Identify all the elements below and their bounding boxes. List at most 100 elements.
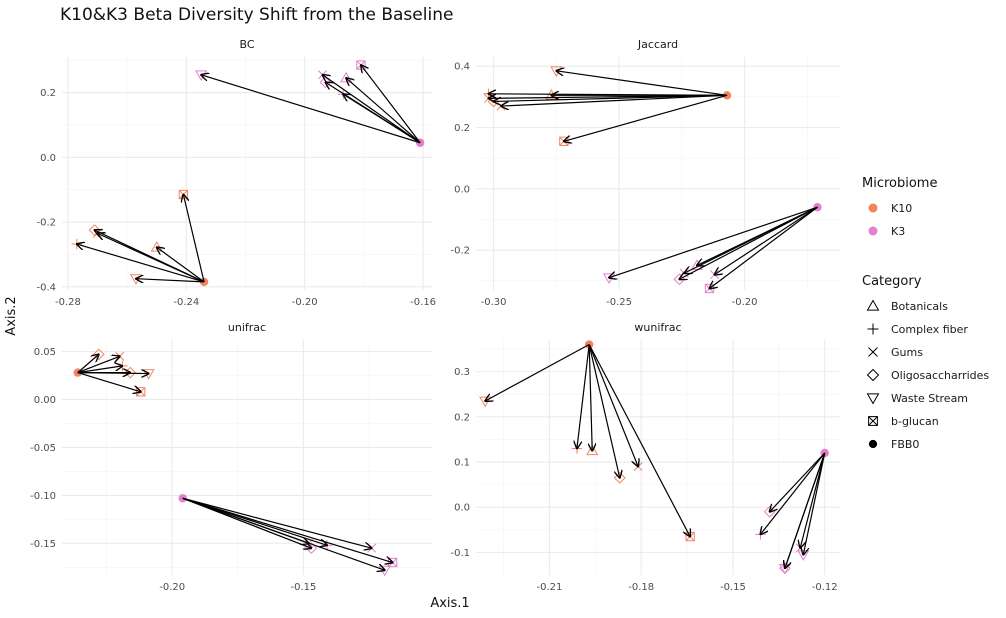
panel-strip-label: BC: [239, 38, 254, 51]
point-oligosaccharrides: [673, 273, 686, 286]
series-k3: [178, 494, 398, 577]
legend-shape: [868, 416, 878, 426]
series-k10: [73, 348, 155, 397]
legend-swatch: [868, 226, 878, 236]
y-tick-label: -0.4: [36, 282, 56, 293]
x-tick-label: -0.25: [606, 297, 632, 308]
shift-arrow: [709, 206, 818, 288]
shift-arrow: [136, 279, 205, 282]
series-k3: [602, 203, 822, 294]
shift-arrow: [77, 244, 205, 283]
panel-strip-label: wunifrac: [634, 321, 681, 334]
shift-arrow: [564, 94, 728, 141]
legend-title-category: Category: [862, 274, 922, 289]
shift-arrow: [346, 78, 421, 144]
y-tick-label: -0.1: [450, 548, 470, 559]
shift-arrow: [588, 344, 638, 467]
x-tick-label: -0.15: [720, 582, 746, 593]
x-tick-label: -0.20: [159, 582, 185, 593]
shift-arrow: [182, 497, 393, 562]
x-tick-label: -0.24: [173, 297, 199, 308]
panel-unifrac: unifrac -0.20 -0.15 -0.15 -0.10 -0.05 0.00 0.05: [30, 321, 432, 593]
shift-arrow: [589, 344, 592, 451]
legend-item-fbb0: FBB0: [868, 438, 919, 451]
x-axis-title: Axis.1: [430, 596, 469, 611]
y-tick-label: -0.2: [450, 246, 470, 257]
legend-label: Oligosaccharrides: [891, 369, 989, 382]
point-waste-stream: [142, 369, 155, 380]
shift-arrow: [361, 65, 421, 144]
shift-arrow: [77, 354, 99, 374]
panel-strip-label: unifrac: [228, 321, 266, 334]
series-k3: [755, 448, 829, 575]
shift-arrow: [785, 452, 826, 568]
shift-arrow: [501, 94, 728, 106]
shift-arrow: [577, 344, 590, 449]
legend-label: Botanicals: [891, 300, 948, 313]
x-tick-label: -0.12: [812, 582, 838, 593]
legend-shape: [866, 299, 880, 311]
series-k10: [71, 189, 209, 287]
legend-swatch: [868, 203, 878, 213]
legend-shape: [868, 347, 878, 357]
shift-arrow: [485, 343, 590, 401]
legend-item-k10: K10: [868, 202, 912, 215]
x-tick-label: -0.15: [290, 582, 316, 593]
y-tick-label: 0.4: [454, 62, 470, 73]
point-waste-stream: [602, 273, 616, 284]
point-waste-stream: [378, 565, 391, 577]
legend-item-complex-fiber: Complex fiber: [867, 323, 968, 336]
shift-arrow: [77, 356, 120, 374]
shift-arrow: [770, 452, 826, 512]
legend-item-gums: Gums: [868, 346, 923, 359]
legend-label: FBB0: [891, 438, 919, 451]
gridlines: [62, 340, 432, 575]
y-axis-title: Axis.2: [4, 296, 19, 335]
shift-arrow: [489, 94, 728, 96]
shift-arrow: [343, 94, 421, 144]
gridlines: [476, 57, 840, 290]
x-tick-label: -0.20: [732, 297, 758, 308]
shift-arrow: [77, 372, 141, 392]
y-tick-label: 0.2: [454, 412, 470, 423]
shift-arrow: [588, 344, 620, 478]
shift-arrow: [588, 344, 690, 537]
y-tick-label: 0.2: [40, 88, 56, 99]
shift-arrow: [322, 75, 421, 144]
legend-shape: [867, 323, 879, 335]
legend-item-k3: K3: [868, 225, 905, 238]
gridlines: [62, 57, 432, 290]
legend-title-microbiome: Microbiome: [862, 176, 937, 191]
shift-arrow: [760, 452, 826, 534]
shift-arrow: [77, 373, 149, 374]
shift-arrow: [556, 71, 728, 96]
point-waste-stream: [778, 563, 792, 575]
shift-arrow: [714, 206, 818, 274]
shift-arrow: [609, 206, 818, 278]
facet-panels: BC-0.28 -0.24 -0.20 -0.16-0.4-0.20.00.2Jacc…: [30, 38, 840, 593]
y-tick-label: -0.2: [36, 218, 56, 229]
legend-item-oligosaccharrides: Oligosaccharrides: [866, 368, 989, 382]
legend-shape: [866, 393, 880, 405]
y-tick-label: 0.0: [40, 153, 56, 164]
series-k10: [479, 340, 695, 542]
x-tick-label: -0.21: [536, 582, 562, 593]
panel-wunifrac: wunifrac -0.21 -0.18 -0.15 -0.12 -0.1 0.0 0.1 0.…: [450, 321, 840, 593]
panel-strip-label: Jaccard: [637, 38, 678, 51]
y-tick-label: 0.0: [454, 184, 470, 195]
shift-arrow: [157, 247, 205, 283]
legend-shape: [866, 368, 880, 382]
y-tick-label: 0.2: [454, 123, 470, 134]
shift-arrow: [182, 497, 385, 570]
series-k10: [483, 66, 732, 146]
y-tick-label: 0.05: [34, 347, 56, 358]
legend-label: K3: [891, 225, 905, 238]
shift-arrow: [183, 195, 205, 283]
shift-arrow: [201, 75, 421, 144]
legend-item-b-glucan: b-glucan: [868, 415, 939, 428]
x-tick-label: -0.28: [55, 297, 81, 308]
shift-arrow: [182, 497, 372, 548]
x-tick-label: -0.30: [481, 297, 507, 308]
panel-bc: BC -0.28 -0.24 -0.20 -0.16 -0.4 -0.2 0.0 0.2: [36, 38, 436, 308]
legend-label: Gums: [891, 346, 923, 359]
